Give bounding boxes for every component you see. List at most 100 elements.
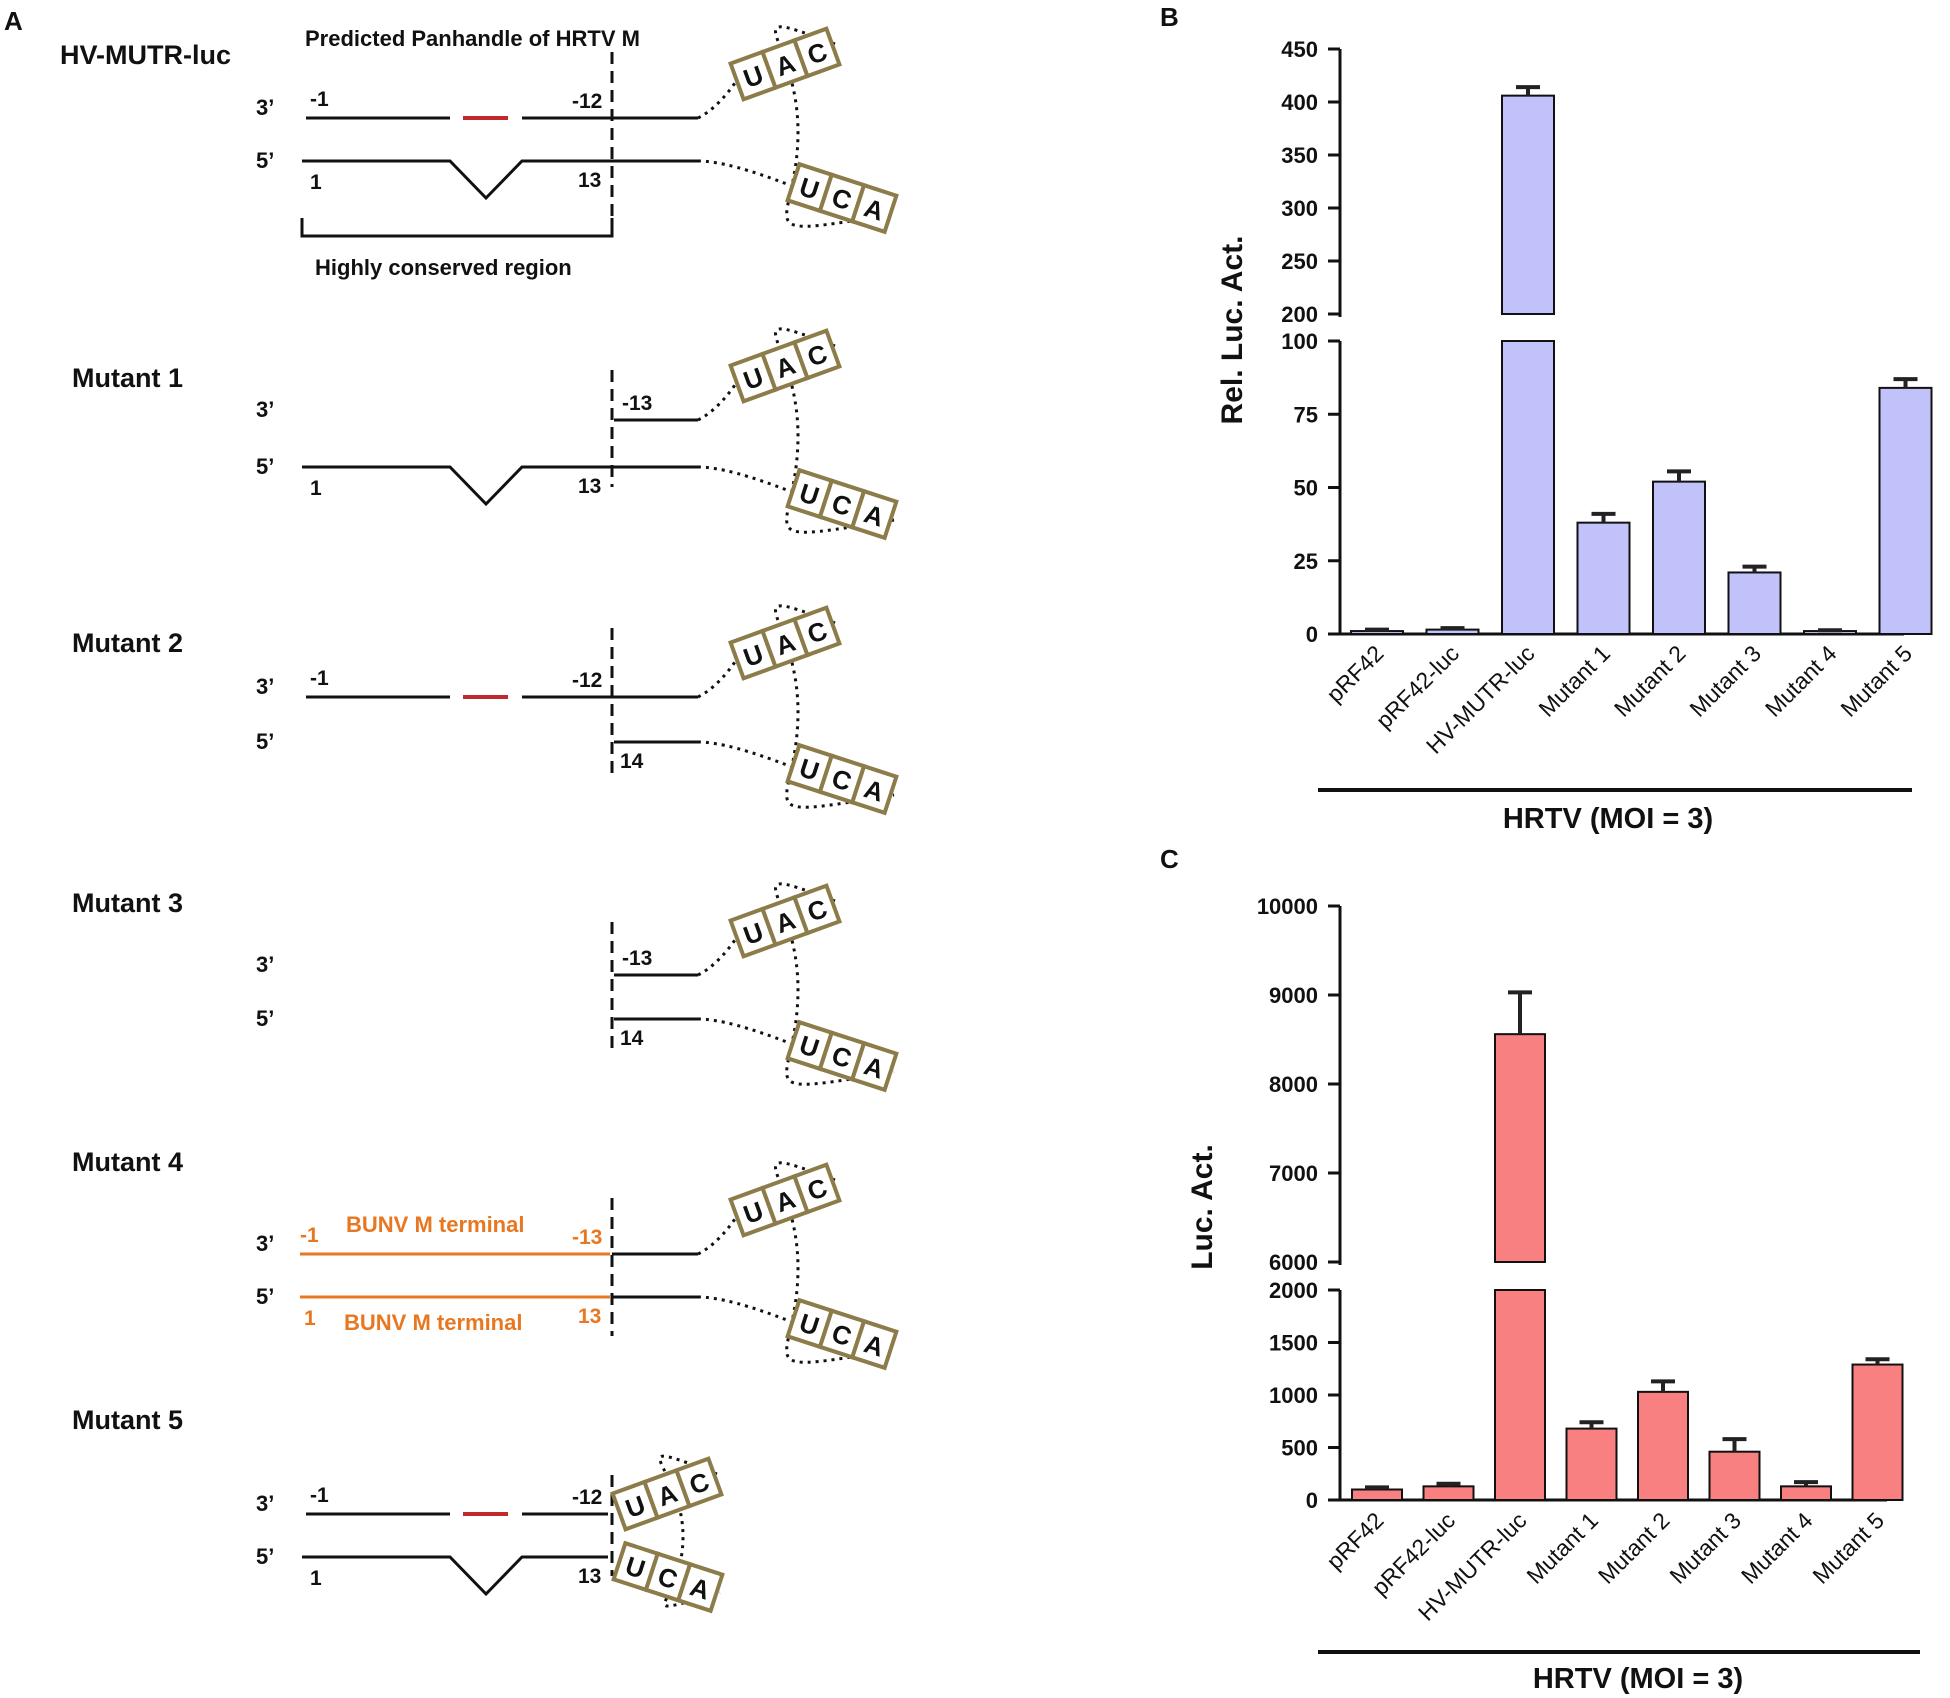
codon-cell [849, 763, 899, 816]
bar [1637, 1390, 1689, 1501]
position-label: -12 [572, 669, 602, 692]
error-bar [1818, 628, 1842, 633]
loop-curve [774, 604, 895, 809]
construct-name: Mutant 2 [72, 628, 183, 658]
error-bar [1865, 1357, 1890, 1365]
position-label: 14 [620, 750, 644, 773]
strand-3-label: 3’ [256, 1491, 274, 1516]
loop-link [697, 1215, 739, 1256]
x-tick-label: Mutant 4 [1760, 640, 1842, 722]
loop-link [697, 465, 793, 494]
strand-5-label: 5’ [256, 1006, 274, 1031]
bar [1878, 386, 1933, 635]
y-tick-label: 400 [1281, 90, 1318, 115]
position-label: 13 [578, 169, 601, 192]
codon-cell [791, 328, 842, 381]
position-label: -13 [572, 1226, 602, 1249]
error-bar [1893, 377, 1918, 388]
panel-label-a: A [4, 6, 23, 36]
codon-cell [849, 488, 899, 541]
strand-5-label: 5’ [256, 729, 274, 754]
panel-label-b: B [1160, 2, 1179, 32]
error-bar [1440, 626, 1465, 631]
loop-link [697, 1017, 793, 1046]
construct-name: Mutant 5 [72, 1405, 183, 1435]
error-bar [1667, 469, 1691, 482]
codon-cell [849, 1040, 899, 1093]
position-label: -1 [310, 88, 329, 111]
x-tick-label: Mutant 1 [1521, 1507, 1603, 1589]
y-tick-label: 200 [1281, 302, 1318, 327]
loop-link [697, 381, 739, 422]
y-tick-label: 100 [1281, 329, 1318, 354]
y-tick-label: 300 [1281, 196, 1318, 221]
loop-link [697, 1295, 793, 1324]
panhandle-diagram: Predicted Panhandle of HRTV M Highly con… [60, 25, 899, 1614]
bar [1422, 1485, 1475, 1501]
bar [1494, 1289, 1546, 1501]
strand-5-label: 5’ [256, 1284, 274, 1309]
bar [1351, 1488, 1403, 1501]
bar-break-gap [1493, 1264, 1547, 1288]
chart-c-y-label: Luc. Act. [1186, 1144, 1219, 1270]
x-tick-label: Mutant 5 [1835, 640, 1917, 722]
strand-3-label: 3’ [256, 95, 274, 120]
y-tick-label: 6000 [1269, 1250, 1318, 1275]
strand-5-line [302, 1555, 608, 1597]
bar [1851, 1363, 1904, 1502]
construct-name: Mutant 1 [72, 363, 183, 393]
x-tick-label: Mutant 5 [1807, 1507, 1889, 1589]
codon-cell [849, 1318, 899, 1371]
chart-b: Rel. Luc. Act. HRTV (MOI = 3) 0 25 50 75 100… [1216, 37, 1933, 835]
x-tick-label: pRF42 [1321, 1507, 1388, 1574]
y-tick-label: 1500 [1269, 1331, 1318, 1356]
error-bar [1579, 1420, 1604, 1429]
codon-cell [849, 182, 899, 235]
loop-link [697, 740, 793, 769]
x-tick-label: Mutant 1 [1533, 640, 1615, 722]
position-label: 14 [620, 1027, 644, 1050]
loop-link [697, 658, 739, 699]
loop-curve [774, 25, 895, 228]
bunv-label-bottom: BUNV M terminal [344, 1310, 522, 1335]
bar [1727, 571, 1782, 635]
x-tick-label: Mutant 2 [1593, 1507, 1675, 1589]
construct-name: Mutant 4 [72, 1147, 183, 1177]
bar [1576, 521, 1631, 635]
position-label: 1 [304, 1307, 316, 1330]
loop-link [697, 79, 739, 120]
error-bar [1651, 1379, 1675, 1392]
y-tick-label: 25 [1294, 549, 1318, 574]
position-label: 1 [310, 171, 322, 194]
codon-cell [791, 1162, 842, 1215]
error-bar [1591, 511, 1616, 523]
position-label: -1 [300, 1224, 319, 1247]
loop-curve [774, 1161, 895, 1364]
bar-upper [1501, 94, 1555, 315]
y-tick-label: 7000 [1269, 1161, 1318, 1186]
error-bar [1365, 627, 1389, 632]
position-label: -12 [572, 90, 602, 113]
y-tick-label: 75 [1294, 402, 1318, 427]
position-label: -1 [310, 667, 329, 690]
y-tick-label: 0 [1306, 1488, 1318, 1513]
position-label: 1 [310, 477, 322, 500]
position-label: 1 [310, 1567, 322, 1590]
position-label: -12 [572, 1486, 602, 1509]
position-label: 13 [578, 1305, 601, 1328]
y-tick-label: 1000 [1269, 1383, 1318, 1408]
bar [1565, 1427, 1618, 1501]
y-tick-label: 450 [1281, 37, 1318, 62]
codon-cell [675, 1561, 725, 1614]
loop-curve [774, 327, 895, 534]
strand-3-label: 3’ [256, 397, 274, 422]
